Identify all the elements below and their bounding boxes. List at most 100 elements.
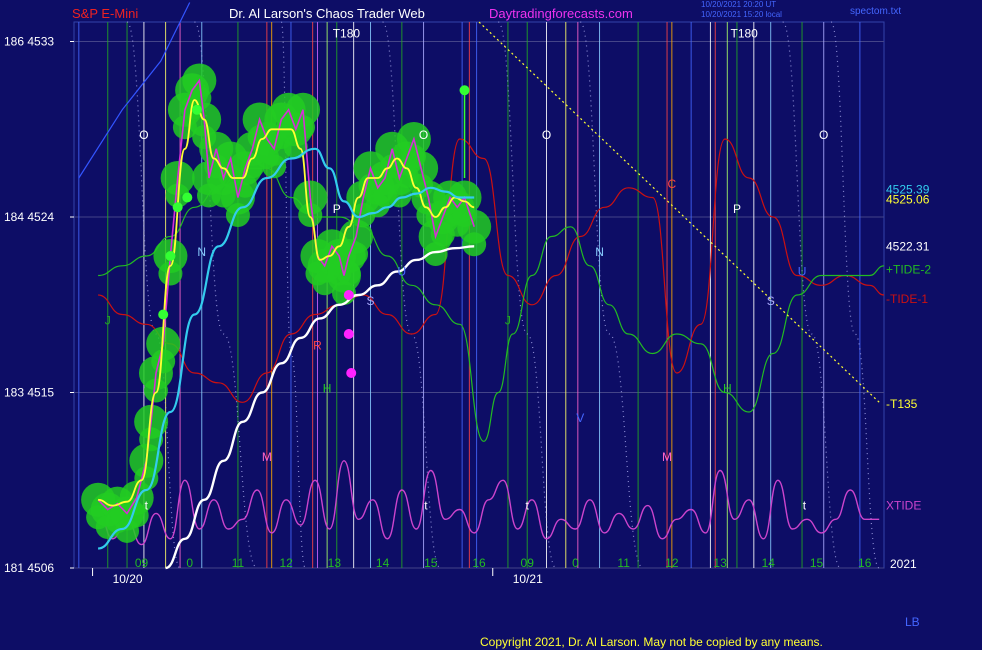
marker-label-26: T180 xyxy=(730,27,758,41)
x-tick-label-12: 13 xyxy=(713,556,727,570)
white-average-line xyxy=(165,245,475,570)
marker-label-24: t xyxy=(803,499,807,513)
file-label: spectom.txt xyxy=(850,6,901,17)
price-band-blob xyxy=(139,427,164,452)
marker-label-16: H xyxy=(323,382,332,396)
right-label-5: -T135 xyxy=(886,397,918,411)
x-tick-label-15: 16 xyxy=(858,556,872,570)
vertical-lines-layer xyxy=(78,22,861,568)
price-band-blob xyxy=(143,378,168,403)
price-dot-1 xyxy=(165,251,176,261)
marker-label-4: N xyxy=(197,245,206,259)
marker-label-9: S xyxy=(367,294,375,308)
price-band-blob xyxy=(423,242,448,267)
price-band-blob xyxy=(344,242,369,267)
x-tick-label-11: 12 xyxy=(665,556,679,570)
x-tick-label-4: 13 xyxy=(328,556,342,570)
x-tick-label-14: 15 xyxy=(810,556,824,570)
author-title: Dr. Al Larson's Chaos Trader Web xyxy=(229,6,425,21)
marker-label-8: C xyxy=(668,177,677,191)
marker-label-21: t xyxy=(145,499,149,513)
price-line xyxy=(97,78,475,515)
x-tick-label-7: 16 xyxy=(472,556,486,570)
markers-layer: O O O O N N P P C S S U U J J R H H M M Vt t t t T180 T180 4525.39… xyxy=(105,27,932,513)
price-band-blob xyxy=(262,154,287,179)
xtide-line xyxy=(97,460,880,546)
y-tick-label-2: 183 4515 xyxy=(4,386,54,400)
y-tick-label-1: 184 4524 xyxy=(4,210,54,224)
price-dots-layer xyxy=(158,85,470,378)
blue-curve xyxy=(78,2,191,179)
marker-label-19: M xyxy=(662,450,672,464)
x-tick-label-0: 09 xyxy=(135,556,149,570)
marker-label-7: P xyxy=(733,202,741,216)
smooth-line xyxy=(98,99,475,507)
price-dot-6 xyxy=(343,329,354,339)
x-tick-label-2: 11 xyxy=(232,556,245,570)
right-label-4: -TIDE-1 xyxy=(886,292,928,306)
x-tick-label-9: 0 xyxy=(572,556,579,570)
marker-label-25: T180 xyxy=(333,27,361,41)
corner-label: LB xyxy=(905,615,920,629)
x-tick-label-1: 0 xyxy=(186,556,193,570)
marker-label-6: P xyxy=(333,202,341,216)
trend-line xyxy=(478,21,880,403)
year-label: 2021 xyxy=(890,557,917,571)
right-label-6: XTIDE xyxy=(886,499,921,513)
price-band-blob xyxy=(158,261,183,286)
price-dot-7 xyxy=(346,368,357,378)
marker-label-0: O xyxy=(139,128,148,142)
marker-label-1: O xyxy=(419,128,428,142)
price-band-blob xyxy=(387,183,412,208)
axes-layer: 186 4533 184 4524 183 4515 181 4506 09 0 11 12 1… xyxy=(4,35,872,587)
y-tick-label-0: 186 4533 xyxy=(4,35,54,49)
cycle-arc-4 xyxy=(497,21,557,569)
day-label-1: 10/21 xyxy=(513,572,543,586)
price-band-blob xyxy=(298,203,323,228)
right-label-0: 4525.39 xyxy=(886,183,930,197)
x-tick-label-13: 14 xyxy=(762,556,776,570)
marker-label-23: t xyxy=(526,499,530,513)
y-tick-label-3: 181 4506 xyxy=(4,561,54,575)
price-band-blob xyxy=(151,349,176,374)
price-dot-5 xyxy=(343,290,354,300)
x-tick-label-5: 14 xyxy=(376,556,390,570)
price-dot-4 xyxy=(191,104,202,115)
marker-label-3: O xyxy=(819,128,828,142)
x-tick-label-3: 12 xyxy=(279,556,293,570)
right-label-1: 4525.06 xyxy=(886,192,930,206)
x-tick-label-6: 15 xyxy=(424,556,438,570)
marker-label-14: J xyxy=(505,313,511,327)
timestamp-line-1: 10/20/2021 20:20 UT xyxy=(701,0,776,9)
cyan-average-line xyxy=(97,147,475,550)
marker-label-17: H xyxy=(723,382,732,396)
right-label-3: +TIDE-2 xyxy=(886,263,931,277)
marker-label-13: J xyxy=(105,313,111,327)
x-tick-label-8: 09 xyxy=(521,556,535,570)
cycle-arc-6 xyxy=(782,21,842,569)
price-band-blob xyxy=(462,232,487,257)
marker-label-11: U xyxy=(398,265,407,279)
right-label-2: 4522.31 xyxy=(886,239,930,253)
series-layer xyxy=(78,2,885,570)
tide-1-line xyxy=(98,138,885,403)
marker-label-5: N xyxy=(595,245,604,259)
site-title: Daytradingforecasts.com xyxy=(489,6,633,21)
price-dot-0 xyxy=(158,309,169,320)
day-label-0: 10/20 xyxy=(113,572,143,586)
timestamp-line-2: 10/20/2021 15:20 local xyxy=(701,10,782,19)
price-dot-2 xyxy=(172,202,183,213)
price-band-blob xyxy=(291,115,316,140)
price-dot-3 xyxy=(182,192,193,203)
marker-label-10: S xyxy=(767,294,775,308)
copyright-text: Copyright 2021, Dr. Al Larson. May not b… xyxy=(480,635,823,649)
cycle-arc-1 xyxy=(193,21,258,569)
marker-label-2: O xyxy=(542,128,551,142)
x-tick-label-10: 11 xyxy=(617,556,630,570)
instrument-title: S&P E-Mini xyxy=(72,6,138,21)
cycle-arc-5 xyxy=(579,21,644,569)
marker-label-22: t xyxy=(424,499,428,513)
marker-label-15: R xyxy=(313,339,322,353)
marker-label-20: V xyxy=(576,411,584,425)
